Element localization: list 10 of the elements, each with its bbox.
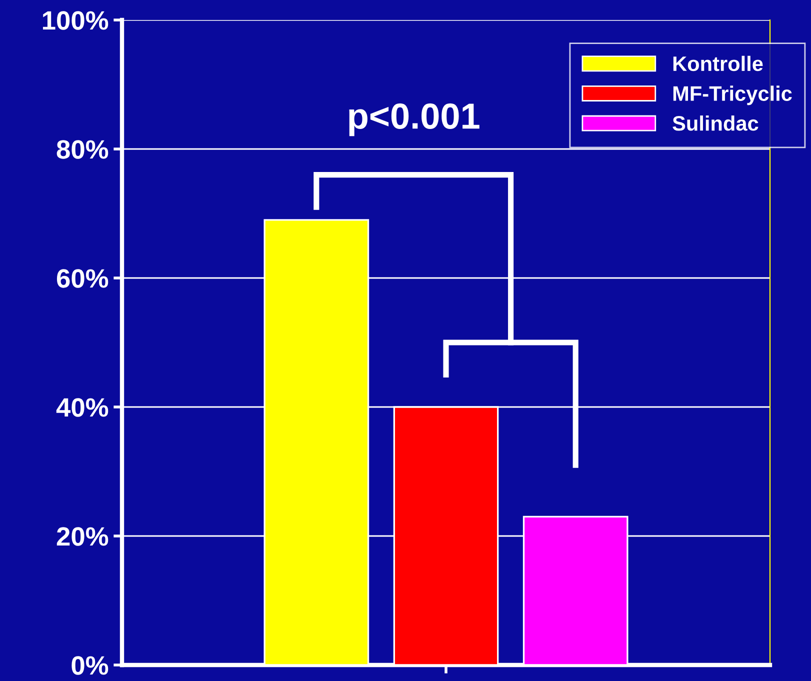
legend-label: Sulindac xyxy=(672,115,758,131)
y-tick-label: 20% xyxy=(56,527,108,546)
annotation: p<0.001 xyxy=(349,103,480,136)
y-tick-label: 0% xyxy=(72,656,108,675)
y-tick-label: 100% xyxy=(42,11,108,30)
legend-label: MF-Tricyclic xyxy=(673,86,792,106)
y-tick-label: 60% xyxy=(56,269,108,288)
y-tick-label: 80% xyxy=(56,140,108,159)
legend-label: Kontrolle xyxy=(673,56,763,72)
y-tick-label: 40% xyxy=(56,398,108,417)
